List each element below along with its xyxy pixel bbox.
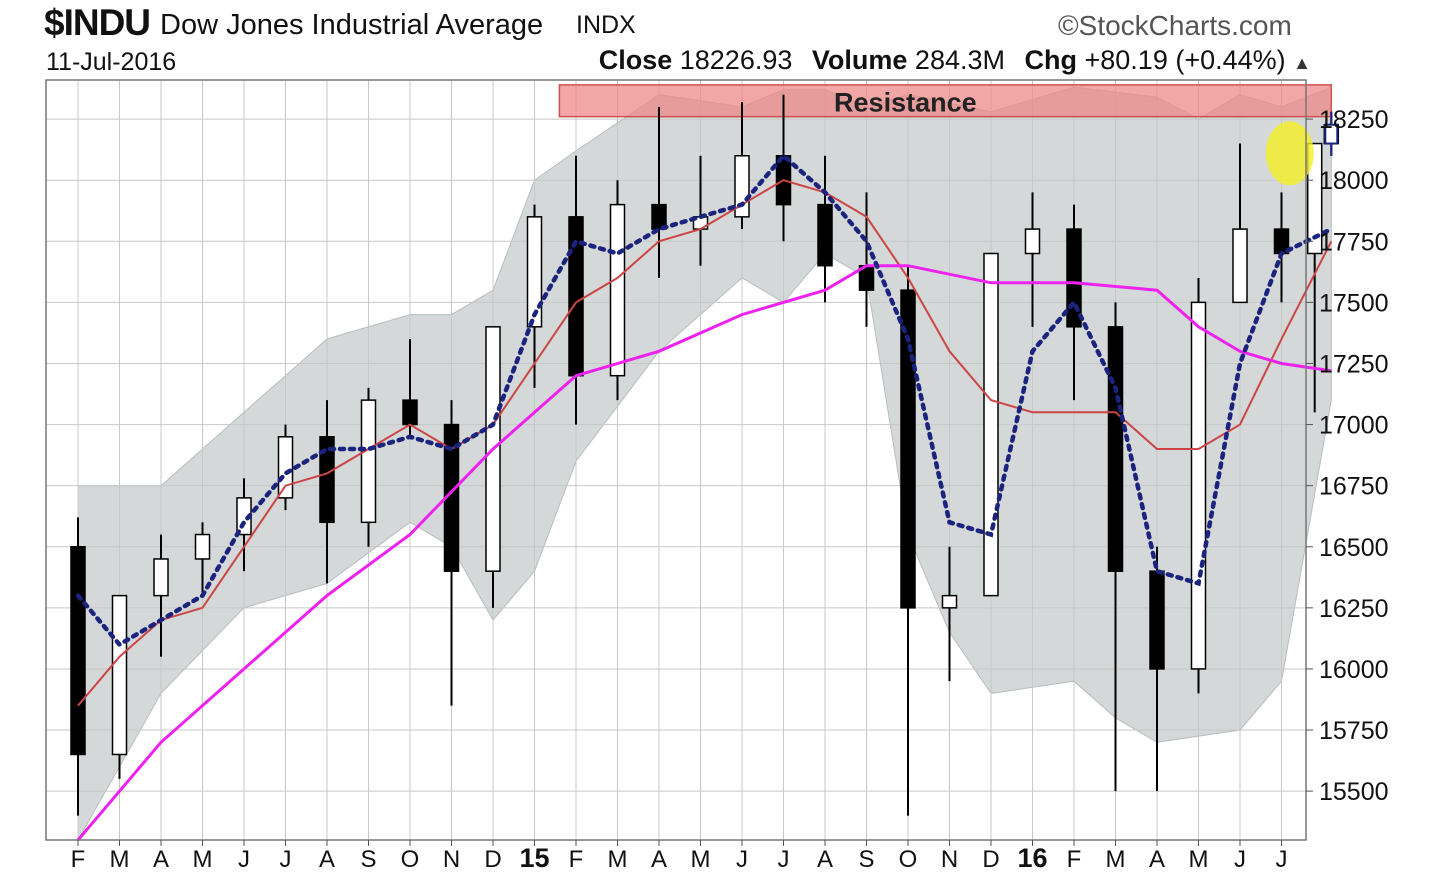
x-tick-label: M	[110, 846, 130, 873]
y-tick-label: 17750	[1319, 228, 1389, 256]
x-tick-label: N	[443, 846, 460, 873]
resistance-zone	[558, 84, 1333, 118]
x-tick-label: S	[360, 846, 376, 873]
candle-down	[817, 203, 833, 267]
y-tick-label: 16250	[1319, 595, 1389, 623]
chg-label: Chg	[1024, 45, 1077, 75]
plot-frame	[45, 79, 1307, 841]
x-tick-label: J	[238, 846, 250, 873]
candle-up	[360, 399, 377, 524]
candle-up	[941, 594, 958, 609]
candle-down	[70, 546, 86, 756]
candle-up	[983, 252, 999, 597]
x-tick-label: M	[691, 846, 711, 873]
y-tick-label: 16500	[1319, 534, 1389, 562]
x-tick-label: M	[1189, 846, 1209, 873]
x-tick-label: A	[1149, 846, 1165, 873]
candle-up	[153, 558, 169, 597]
candle-down	[1107, 326, 1124, 572]
y-tick-label: 15750	[1319, 717, 1389, 745]
x-tick-label: J	[1234, 846, 1246, 873]
candle-up	[609, 203, 626, 377]
x-tick-year-label: 15	[519, 843, 549, 873]
x-tick-label: O	[401, 846, 420, 873]
candle-down	[1149, 570, 1165, 670]
x-tick-label: A	[319, 846, 335, 873]
candle-down	[651, 203, 667, 230]
x-tick-label: F	[1067, 846, 1082, 873]
chg-value: +80.19 (+0.44%)	[1084, 45, 1286, 75]
x-tick-label: M	[193, 846, 213, 873]
x-tick-label: F	[71, 846, 86, 873]
up-arrow-icon: ▲	[1293, 53, 1311, 73]
exchange-label: INDX	[576, 11, 636, 39]
x-tick-label: A	[817, 846, 833, 873]
x-tick-label: F	[569, 846, 584, 873]
y-tick-label: 18250	[1319, 106, 1389, 134]
x-tick-label: M	[1106, 846, 1126, 873]
candle-up	[111, 594, 128, 756]
candle-up	[1024, 228, 1041, 255]
highlight-circle	[1265, 121, 1314, 186]
brand-label: StockCharts.com	[1078, 10, 1292, 41]
candle-up	[526, 216, 543, 328]
candle-up	[1306, 142, 1323, 255]
x-tick-label: D	[484, 846, 501, 873]
x-tick-year-label: 16	[1017, 843, 1047, 873]
x-tick-label: A	[651, 846, 667, 873]
x-tick-label: J	[736, 846, 748, 873]
x-tick-label: J	[1276, 846, 1288, 873]
moving-average-long-line	[76, 264, 1332, 841]
candle-up	[277, 436, 294, 499]
candle-up	[1190, 301, 1207, 670]
moving-average-dotted-line	[75, 152, 1334, 648]
x-tick-label: J	[778, 846, 790, 873]
resistance-label: Resistance	[834, 88, 977, 118]
y-tick-label: 16750	[1319, 473, 1389, 501]
y-tick-label: 15500	[1319, 778, 1389, 806]
x-tick-label: D	[982, 846, 999, 873]
candle-up	[1232, 228, 1248, 304]
moving-average-short-line	[77, 179, 1333, 707]
chart-date: 11-Jul-2016	[46, 48, 177, 76]
x-tick-label: O	[899, 846, 918, 873]
candle-down	[900, 289, 916, 609]
volume-value: 284.3M	[914, 45, 1005, 75]
candle-up	[1324, 123, 1339, 145]
index-name: Dow Jones Industrial Average	[160, 9, 544, 41]
candle-up	[194, 533, 211, 560]
candle-down	[402, 399, 418, 426]
x-tick-label: J	[280, 846, 292, 873]
y-tick-label: 17000	[1319, 412, 1389, 440]
x-tick-label: N	[941, 846, 958, 873]
volume-label: Volume	[811, 45, 908, 75]
y-tick-label: 18000	[1319, 167, 1389, 195]
y-tick-label: 16000	[1319, 656, 1389, 684]
copyright-icon: ©	[1058, 10, 1079, 41]
x-tick-label: M	[608, 846, 628, 873]
y-tick-label: 17250	[1319, 350, 1389, 378]
quote-summary: Close 18226.93 Volume 284.3M Chg +80.19 …	[599, 45, 1311, 76]
x-tick-label: S	[858, 846, 874, 873]
x-tick-label: A	[153, 846, 169, 873]
ticker-symbol: $INDU	[44, 2, 151, 43]
close-label: Close	[598, 45, 673, 75]
candle-down	[1066, 228, 1082, 328]
y-tick-label: 17500	[1319, 289, 1389, 317]
brand-link[interactable]: ©StockCharts.com	[1058, 10, 1292, 42]
close-value: 18226.93	[679, 45, 793, 75]
candle-down	[319, 436, 335, 524]
